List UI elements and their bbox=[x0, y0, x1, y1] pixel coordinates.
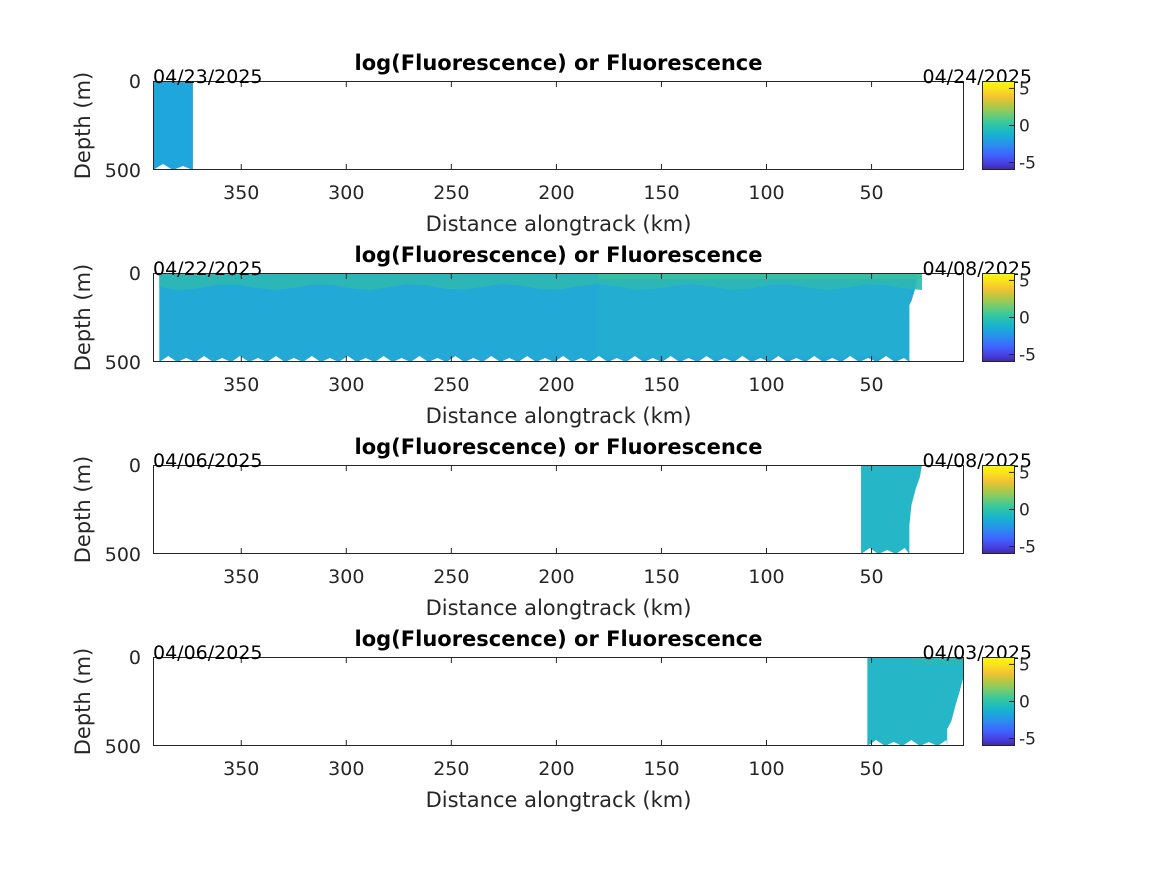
x-axis-label: Distance alongtrack (km) bbox=[426, 212, 692, 236]
y-tick-label: 500 bbox=[105, 352, 141, 374]
x-tick-label: 100 bbox=[748, 758, 784, 780]
data-fill bbox=[159, 273, 922, 362]
profile-block bbox=[861, 465, 922, 554]
chart-title: log(Fluorescence) or Fluorescence bbox=[355, 51, 763, 75]
x-tick-label: 300 bbox=[328, 758, 364, 780]
colorbar-tick-label: 5 bbox=[1019, 655, 1030, 675]
colorbar-tick-label: -5 bbox=[1019, 538, 1036, 558]
x-tick-label: 50 bbox=[859, 374, 883, 396]
x-tick-label: 350 bbox=[223, 374, 259, 396]
data-fill bbox=[153, 81, 193, 170]
profile-block bbox=[159, 273, 918, 362]
colorbar: -5 0 5 bbox=[982, 463, 1036, 558]
panel-3: 350 300 250 200 150 100 500500log(Fluorescence… bbox=[71, 435, 1036, 620]
colorbar-tick-label: -5 bbox=[1019, 154, 1036, 174]
x-tick-label: 250 bbox=[433, 758, 469, 780]
axes-frame bbox=[153, 81, 964, 170]
panel-2: 350 300 250 200 150 100 500500log(Fluorescence… bbox=[71, 243, 1036, 428]
x-tick-label: 150 bbox=[643, 374, 679, 396]
x-tick-label: 200 bbox=[538, 182, 574, 204]
colorbar-tick-label: 0 bbox=[1019, 501, 1030, 521]
colorbar-tick-label: 5 bbox=[1019, 79, 1030, 99]
x-tick-label: 100 bbox=[748, 182, 784, 204]
surface-layer bbox=[913, 657, 964, 665]
x-tick-label: 300 bbox=[328, 374, 364, 396]
x-tick-label: 250 bbox=[433, 566, 469, 588]
y-axis-label: Depth (m) bbox=[71, 456, 95, 563]
x-tick-label: 300 bbox=[328, 566, 364, 588]
surface-bloom bbox=[598, 273, 922, 279]
x-tick-label: 350 bbox=[223, 758, 259, 780]
x-tick-label: 350 bbox=[223, 566, 259, 588]
colorbar-tick-label: 0 bbox=[1019, 117, 1030, 137]
y-axis-label: Depth (m) bbox=[71, 72, 95, 179]
x-axis-label: Distance alongtrack (km) bbox=[426, 596, 692, 620]
x-tick-label: 200 bbox=[538, 758, 574, 780]
colorbar-tick-label: 0 bbox=[1019, 693, 1030, 713]
profile-block bbox=[867, 657, 964, 746]
chart-title: log(Fluorescence) or Fluorescence bbox=[355, 243, 763, 267]
colorbar-tick-label: 5 bbox=[1019, 463, 1030, 483]
colorbar: -5 0 5 bbox=[982, 79, 1036, 174]
x-tick-label: 200 bbox=[538, 374, 574, 396]
x-tick-label: 150 bbox=[643, 182, 679, 204]
x-tick-label: 200 bbox=[538, 566, 574, 588]
colorbar-tick-label: 5 bbox=[1019, 271, 1030, 291]
y-tick-label: 500 bbox=[105, 544, 141, 566]
panel-4: 350 300 250 200 150 100 500500log(Fluorescence… bbox=[71, 627, 1036, 812]
start-date: 04/06/2025 bbox=[153, 642, 263, 664]
x-tick-label: 350 bbox=[223, 182, 259, 204]
y-tick-label: 500 bbox=[105, 736, 141, 758]
x-axis-label: Distance alongtrack (km) bbox=[426, 404, 692, 428]
plot-area bbox=[153, 465, 964, 554]
y-tick-label: 0 bbox=[129, 71, 141, 93]
end-date: 04/08/2025 bbox=[922, 450, 1032, 472]
end-date: 04/03/2025 bbox=[922, 642, 1032, 664]
x-tick-label: 150 bbox=[643, 758, 679, 780]
x-tick-label: 50 bbox=[859, 566, 883, 588]
start-date: 04/22/2025 bbox=[153, 258, 263, 280]
plot-area bbox=[153, 657, 964, 746]
data-fill bbox=[861, 465, 922, 554]
start-date: 04/06/2025 bbox=[153, 450, 263, 472]
plot-area bbox=[153, 81, 964, 170]
profile-block-east bbox=[598, 279, 910, 356]
y-axis-label: Depth (m) bbox=[71, 264, 95, 371]
x-axis-label: Distance alongtrack (km) bbox=[426, 788, 692, 812]
colorbar: -5 0 5 bbox=[982, 655, 1036, 750]
axes-frame bbox=[153, 273, 964, 362]
end-date: 04/08/2025 bbox=[922, 258, 1032, 280]
x-tick-label: 150 bbox=[643, 566, 679, 588]
x-tick-label: 250 bbox=[433, 374, 469, 396]
axes-frame bbox=[153, 657, 964, 746]
x-tick-label: 50 bbox=[859, 758, 883, 780]
chart-title: log(Fluorescence) or Fluorescence bbox=[355, 627, 763, 651]
profile-block bbox=[153, 81, 193, 170]
colorbar: -5 0 5 bbox=[982, 271, 1036, 366]
y-tick-label: 0 bbox=[129, 263, 141, 285]
colorbar-tick-label: -5 bbox=[1019, 730, 1036, 750]
y-axis-label: Depth (m) bbox=[71, 648, 95, 755]
colorbar-tick-label: 0 bbox=[1019, 309, 1030, 329]
x-tick-label: 100 bbox=[748, 374, 784, 396]
end-date: 04/24/2025 bbox=[922, 66, 1032, 88]
x-tick-label: 250 bbox=[433, 182, 469, 204]
colorbar-tick-label: -5 bbox=[1019, 346, 1036, 366]
y-tick-label: 0 bbox=[129, 647, 141, 669]
data-fill bbox=[867, 657, 964, 746]
start-date: 04/23/2025 bbox=[153, 66, 263, 88]
x-tick-label: 300 bbox=[328, 182, 364, 204]
axes-frame bbox=[153, 465, 964, 554]
x-tick-label: 100 bbox=[748, 566, 784, 588]
panel-1: 350 300 250 200 150 100 500500log(Fluorescence… bbox=[71, 51, 1036, 236]
chart-title: log(Fluorescence) or Fluorescence bbox=[355, 435, 763, 459]
x-tick-label: 50 bbox=[859, 182, 883, 204]
y-tick-label: 0 bbox=[129, 455, 141, 477]
y-tick-label: 500 bbox=[105, 160, 141, 182]
